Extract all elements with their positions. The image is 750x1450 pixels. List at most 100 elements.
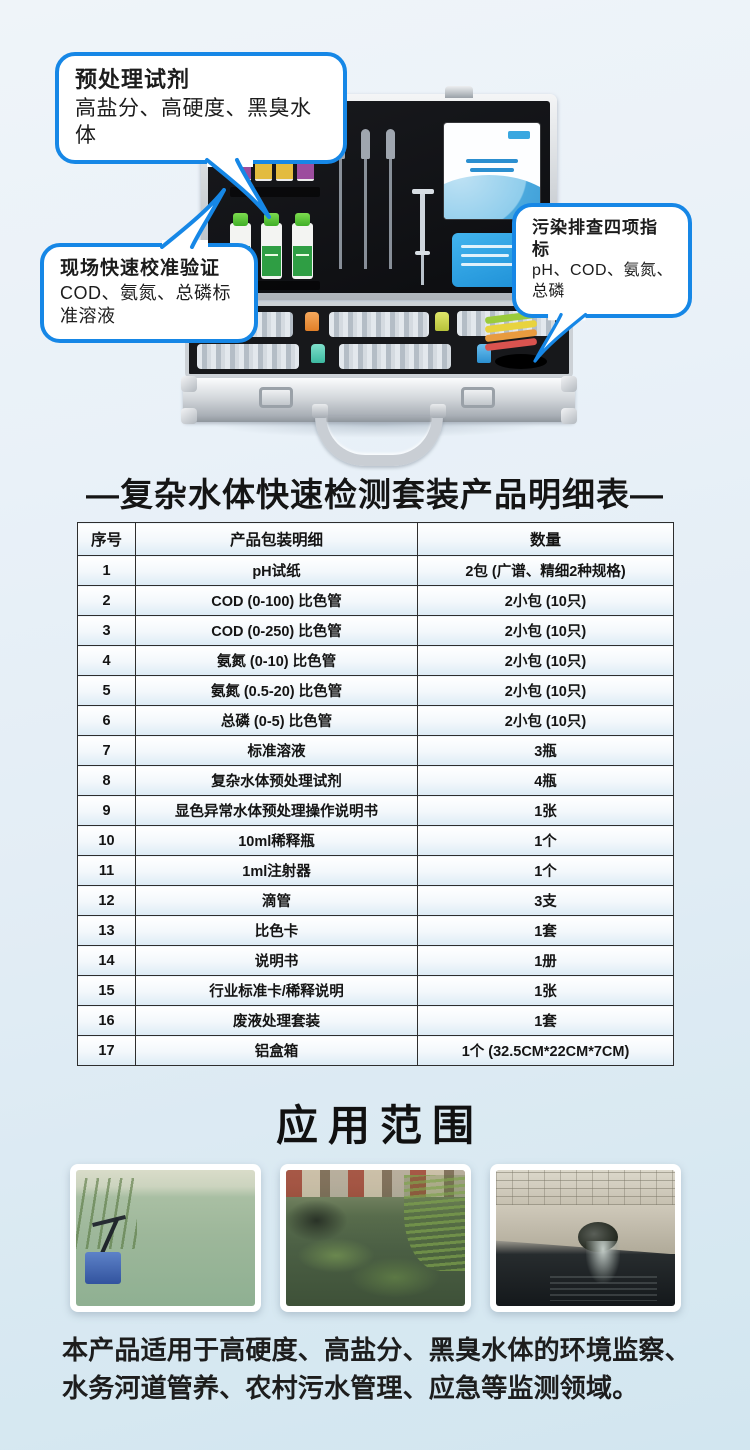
booklet-text-line (470, 168, 514, 172)
quantity-cell: 2小包 (10只) (417, 675, 674, 706)
dark-water-patch (286, 1199, 347, 1241)
table-row: 1 pH试纸 2包 (广谱、精细2种规格) (77, 555, 674, 586)
sewage-outfall-photo (490, 1164, 681, 1312)
quantity-cell: 1册 (417, 945, 674, 976)
manifest-table-title: —复杂水体快速检测套装产品明细表— (86, 476, 664, 513)
row-index-cell: 13 (77, 915, 136, 946)
quantity-cell: 1个 (32.5CM*22CM*7CM) (417, 1035, 674, 1066)
callout-subtitle: COD、氨氮、总磷标准溶液 (60, 282, 231, 327)
callout-tail (522, 312, 592, 365)
table-row: 14 说明书 1册 (77, 945, 674, 976)
callout-tail (154, 186, 240, 249)
row-index-cell: 12 (77, 885, 136, 916)
row-index-cell: 6 (77, 705, 136, 736)
table-row: 17 铝盒箱 1个 (32.5CM*22CM*7CM) (77, 1035, 674, 1066)
product-name-cell: 比色卡 (135, 915, 418, 946)
small-bottle (435, 312, 449, 331)
colorimetric-tube-pack (197, 344, 299, 369)
product-manifest-table: 序号 产品包装明细 数量 1 pH试纸 2包 (广谱、精细2种规格) 2 COD (0-10… (77, 522, 674, 1066)
pipette-icon (386, 129, 395, 271)
quantity-cell: 2小包 (10只) (417, 645, 674, 676)
row-index-cell: 4 (77, 645, 136, 676)
table-header-cell: 数量 (417, 522, 674, 556)
table-row: 6 总磷 (0-5) 比色管 2小包 (10只) (77, 705, 674, 736)
brick-wall-graphic (496, 1170, 675, 1206)
product-name-cell: 复杂水体预处理试剂 (135, 765, 418, 796)
application-photo-strip (70, 1164, 682, 1312)
foam-slot (228, 281, 320, 290)
quantity-cell: 2小包 (10只) (417, 585, 674, 616)
corner-bracket (181, 408, 197, 424)
table-header-cell: 产品包装明细 (135, 522, 418, 556)
case-latch (259, 387, 293, 408)
table-row: 4 氨氮 (0-10) 比色管 2小包 (10只) (77, 645, 674, 676)
row-index-cell: 15 (77, 975, 136, 1006)
product-name-cell: 铝盒箱 (135, 1035, 418, 1066)
quantity-cell: 1张 (417, 795, 674, 826)
callout-pretreatment-reagent: 预处理试剂 高盐分、高硬度、黑臭水体 (55, 52, 347, 220)
pipette-icon (361, 129, 370, 271)
application-section-title: 应用范围 (275, 1102, 484, 1149)
row-index-cell: 17 (77, 1035, 136, 1066)
table-row: 3 COD (0-250) 比色管 2小包 (10只) (77, 615, 674, 646)
lake-monitoring-photo (70, 1164, 261, 1312)
table-row: 7 标准溶液 3瓶 (77, 735, 674, 766)
corner-bracket (181, 376, 197, 392)
quantity-cell: 2小包 (10只) (417, 615, 674, 646)
quantity-cell: 1个 (417, 855, 674, 886)
quantity-cell: 4瓶 (417, 765, 674, 796)
product-name-cell: 显色异常水体预处理操作说明书 (135, 795, 418, 826)
quantity-cell: 3支 (417, 885, 674, 916)
product-name-cell: COD (0-100) 比色管 (135, 585, 418, 616)
quantity-cell: 1个 (417, 825, 674, 856)
callout-calibration: 现场快速校准验证 COD、氨氮、总磷标准溶液 (40, 188, 258, 344)
row-index-cell: 14 (77, 945, 136, 976)
row-index-cell: 16 (77, 1005, 136, 1036)
product-name-cell: COD (0-250) 比色管 (135, 615, 418, 646)
canal-scene-image (286, 1170, 465, 1306)
row-index-cell: 9 (77, 795, 136, 826)
product-name-cell: 行业标准卡/稀释说明 (135, 975, 418, 1006)
row-index-cell: 2 (77, 585, 136, 616)
manual-booklet-image (444, 123, 540, 219)
application-description: 本产品适用于高硬度、高盐分、黑臭水体的环境监察、水务河道管养、农村污水管理、应急… (62, 1335, 691, 1403)
product-name-cell: 1ml注射器 (135, 855, 418, 886)
brand-logo-mark (508, 131, 530, 139)
table-row: 15 行业标准卡/稀释说明 1张 (77, 975, 674, 1006)
row-index-cell: 3 (77, 615, 136, 646)
table-row: 12 滴管 3支 (77, 885, 674, 916)
callout-pollution-indicators: 污染排查四项指标 pH、COD、氨氮、总磷 (512, 203, 692, 363)
case-latch (461, 387, 495, 408)
booklet-text-line (466, 159, 518, 163)
callout-subtitle: 高盐分、高硬度、黑臭水体 (75, 96, 312, 147)
case-bottom-tray (185, 302, 573, 378)
table-row: 8 复杂水体预处理试剂 4瓶 (77, 765, 674, 796)
corner-bracket (561, 376, 577, 392)
quantity-cell: 3瓶 (417, 735, 674, 766)
outfall-scene-image (496, 1170, 675, 1306)
product-name-cell: 说明书 (135, 945, 418, 976)
corner-bracket (561, 408, 577, 424)
product-name-cell: 氨氮 (0-10) 比色管 (135, 645, 418, 676)
quantity-cell: 1张 (417, 975, 674, 1006)
standard-solution-bottle (292, 213, 313, 279)
small-bottle (311, 344, 325, 363)
lid-clasp (445, 86, 473, 98)
foam-slot (230, 187, 320, 197)
product-name-cell: 10ml稀释瓶 (135, 825, 418, 856)
row-index-cell: 1 (77, 555, 136, 586)
algae-patch (350, 1257, 440, 1298)
standard-solution-bottle (261, 213, 282, 279)
table-row: 16 废液处理套装 1套 (77, 1005, 674, 1036)
water-splash-graphic (585, 1240, 620, 1283)
table-row: 10 10ml稀释瓶 1个 (77, 825, 674, 856)
case-handle (312, 404, 446, 466)
case-front-panel (181, 376, 577, 424)
product-hero-section: 预处理试剂 高盐分、高硬度、黑臭水体 现场快速校准验证 COD、氨氮、总磷标准溶… (0, 0, 750, 466)
water-ripple-graphic (549, 1276, 658, 1301)
callout-title: 污染排查四项指标 (532, 218, 658, 260)
quantity-cell: 2小包 (10只) (417, 705, 674, 736)
colorimetric-tube-pack (339, 344, 451, 369)
lake-scene-image (76, 1170, 255, 1306)
